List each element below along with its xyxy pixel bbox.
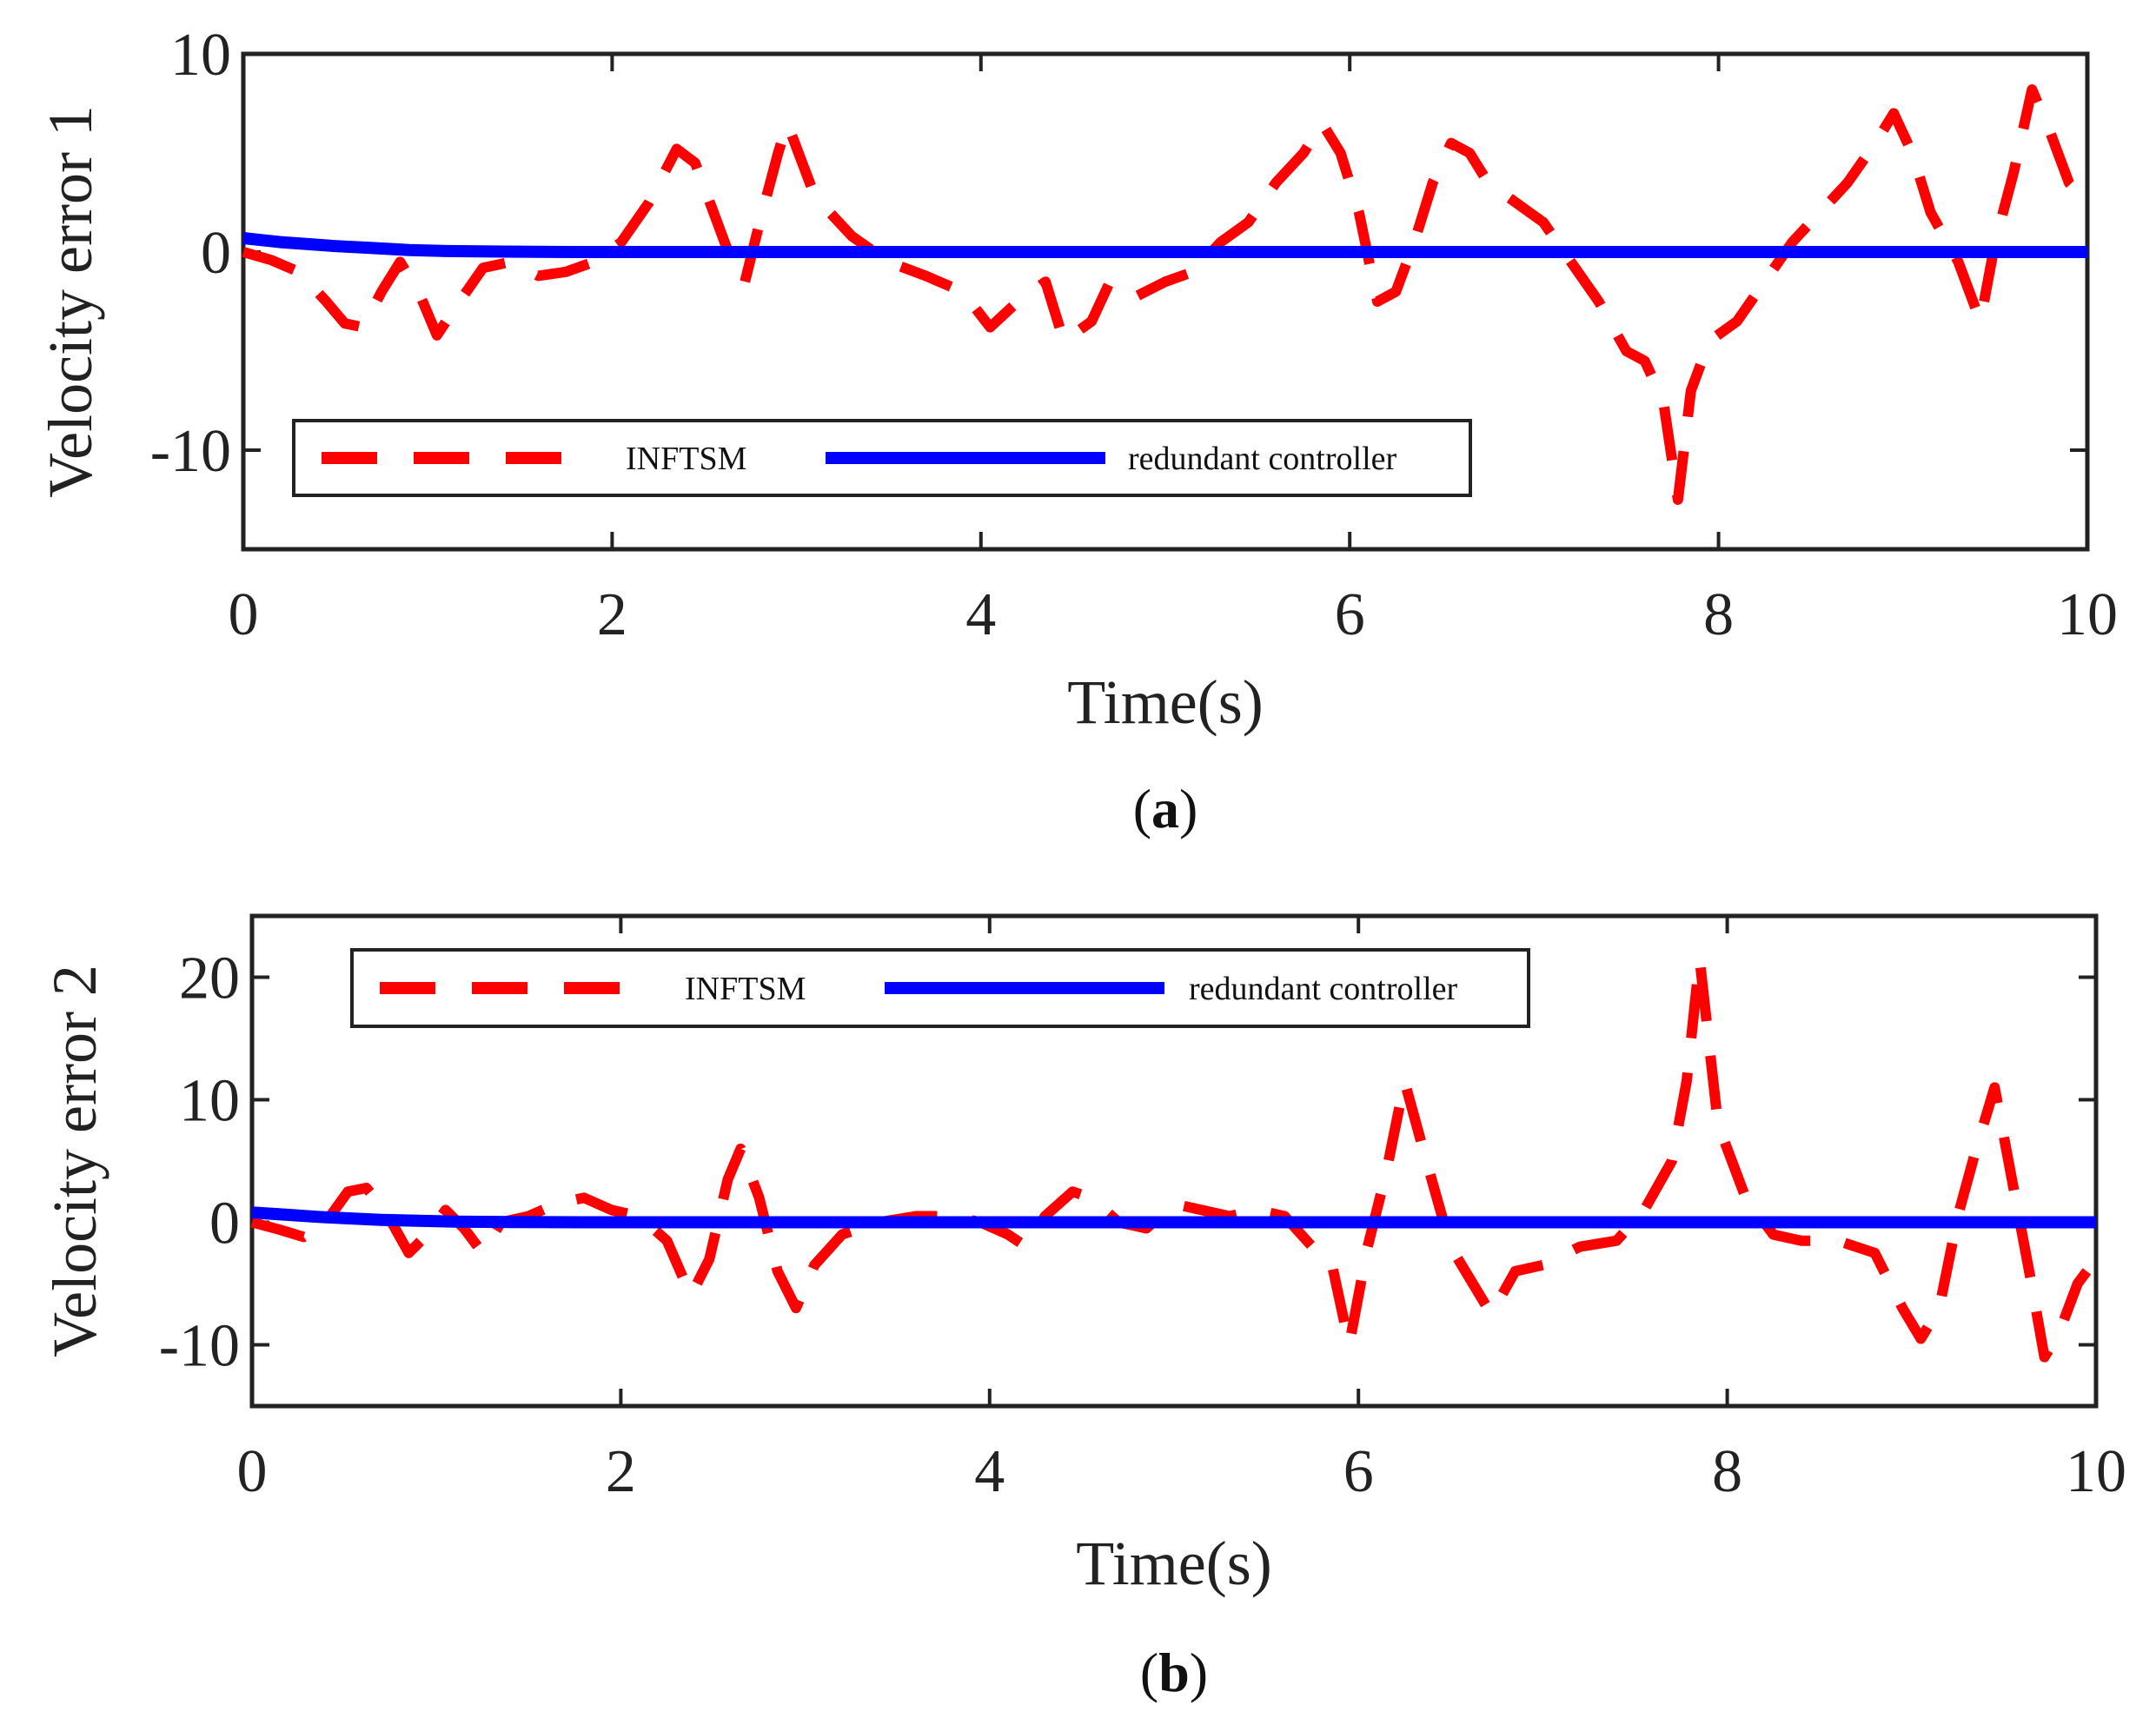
legend-label-redundant: redundant controller — [1189, 971, 1458, 1007]
y-tick-label: 0 — [209, 1191, 240, 1257]
x-tick-label: 8 — [1703, 581, 1734, 648]
chart-panel-b: 0 2 4 6 8 10 -10 0 10 20 Time(s) Velocity error 2… — [40, 913, 2126, 1703]
tick-labels: 0 2 4 6 8 10 -10 0 10 — [150, 22, 2118, 648]
x-tick-label: 6 — [1343, 1438, 1374, 1505]
series-line-infsm — [242, 84, 2092, 505]
x-tick-label: 6 — [1335, 581, 1365, 648]
x-axis-label: Time(s) — [1067, 667, 1263, 737]
plot-area-frame — [249, 913, 2099, 1409]
caption-a: (a) — [1133, 778, 1198, 839]
x-tick-label: 2 — [606, 1438, 636, 1505]
series-lines — [242, 84, 2092, 505]
series-lines — [250, 953, 2100, 1363]
chart-panel-a: 0 2 4 6 8 10 -10 0 10 Time(s) Velocity error 1 I… — [36, 22, 2118, 839]
legend-label-redundant: redundant controller — [1128, 441, 1397, 477]
x-tick-label: 0 — [237, 1438, 268, 1505]
series-line-redundant-controller — [242, 232, 2087, 258]
x-tick-label: 8 — [1712, 1438, 1742, 1505]
legend-label-infsm: INFTSM — [685, 971, 806, 1007]
y-axis-label: Velocity error 1 — [36, 105, 105, 498]
x-tick-label: 4 — [965, 581, 996, 648]
y-tick-label: 10 — [179, 1068, 240, 1135]
legend: INFTSM redundant controller — [292, 419, 1472, 497]
legend-label-infsm: INFTSM — [626, 441, 746, 477]
x-tick-label: 0 — [229, 581, 259, 648]
legend-box — [292, 419, 1472, 497]
tick-labels: 0 2 4 6 8 10 -10 0 10 20 — [159, 945, 2126, 1506]
y-tick-label: -10 — [159, 1313, 240, 1380]
tick-marks — [250, 916, 2098, 1406]
y-tick-label: 20 — [179, 945, 240, 1012]
x-tick-label: 2 — [597, 581, 627, 648]
x-tick-label: 10 — [2066, 1438, 2126, 1505]
y-tick-label: 10 — [170, 22, 231, 89]
legend: INFTSM redundant controller — [350, 948, 1530, 1028]
x-axis-label: Time(s) — [1076, 1529, 1271, 1598]
x-tick-label: 10 — [2057, 581, 2118, 648]
y-axis-label: Velocity error 2 — [40, 965, 109, 1357]
y-tick-label: -10 — [150, 418, 231, 485]
plot-area-frame — [241, 51, 2090, 552]
x-tick-label: 4 — [974, 1438, 1005, 1505]
series-line-redundant-controller — [251, 1206, 2096, 1229]
caption-b: (b) — [1140, 1642, 1208, 1703]
y-tick-label: 0 — [201, 220, 231, 287]
series-line-infsm — [250, 953, 2100, 1363]
